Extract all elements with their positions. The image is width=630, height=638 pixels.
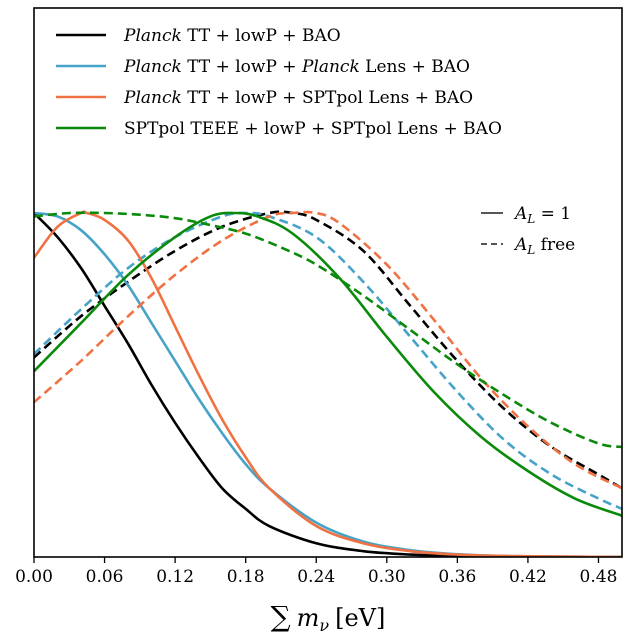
- legend-label: SPTpol TEEE + lowP + SPTpol Lens + BAO: [124, 119, 502, 139]
- series-line-1-solid: [34, 212, 622, 557]
- x-axis-ticks: 0.00 0.06 0.12 0.18 0.24 0.30 0.36 0.42 0.48: [15, 557, 617, 587]
- series-line-8-dashed: [34, 211, 622, 449]
- series-line-4-dashed: [34, 211, 622, 511]
- x-tick-label: 0.00: [15, 567, 53, 587]
- x-tick-label: 0.48: [580, 567, 618, 587]
- legend-label: Planck TT + lowP + BAO: [123, 26, 341, 46]
- x-tick-label: 0.30: [368, 567, 406, 587]
- style-legend-solid-label: AL = 1: [513, 204, 571, 226]
- series-line-5-solid: [34, 210, 622, 557]
- legend-label: Planck TT + lowP + SPTpol Lens + BAO: [123, 88, 473, 108]
- series-line-7-solid: [34, 211, 622, 517]
- x-axis-label: ∑ mν [eV]: [271, 600, 386, 635]
- x-tick-label: 0.24: [297, 567, 335, 587]
- legend: Planck TT + lowP + BAO Planck TT + lowP +…: [56, 26, 502, 139]
- curves: [34, 210, 622, 557]
- x-tick-label: 0.06: [86, 567, 124, 587]
- style-legend-dashed-label: AL free: [513, 235, 575, 257]
- plot-frame: [33, 7, 623, 558]
- series-line-2-dashed: [34, 210, 622, 490]
- x-tick-label: 0.42: [509, 567, 547, 587]
- x-tick-label: 0.36: [438, 567, 476, 587]
- legend-label: Planck TT + lowP + Planck Lens + BAO: [123, 57, 470, 77]
- series-line-6-dashed: [34, 210, 622, 490]
- x-tick-label: 0.18: [227, 567, 265, 587]
- style-legend: AL = 1 AL free: [481, 204, 575, 257]
- x-tick-label: 0.12: [156, 567, 194, 587]
